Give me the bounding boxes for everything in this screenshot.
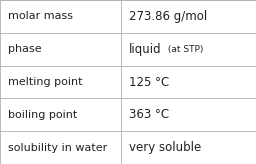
Text: (at STP): (at STP): [165, 45, 203, 54]
Text: liquid: liquid: [129, 43, 162, 56]
Text: molar mass: molar mass: [8, 11, 73, 21]
Text: 125 °C: 125 °C: [129, 75, 169, 89]
Text: very soluble: very soluble: [129, 141, 201, 154]
Text: 273.86 g/mol: 273.86 g/mol: [129, 10, 207, 23]
Text: melting point: melting point: [8, 77, 82, 87]
Text: solubility in water: solubility in water: [8, 143, 107, 153]
Text: boiling point: boiling point: [8, 110, 77, 120]
Text: phase: phase: [8, 44, 42, 54]
Text: 363 °C: 363 °C: [129, 108, 169, 121]
